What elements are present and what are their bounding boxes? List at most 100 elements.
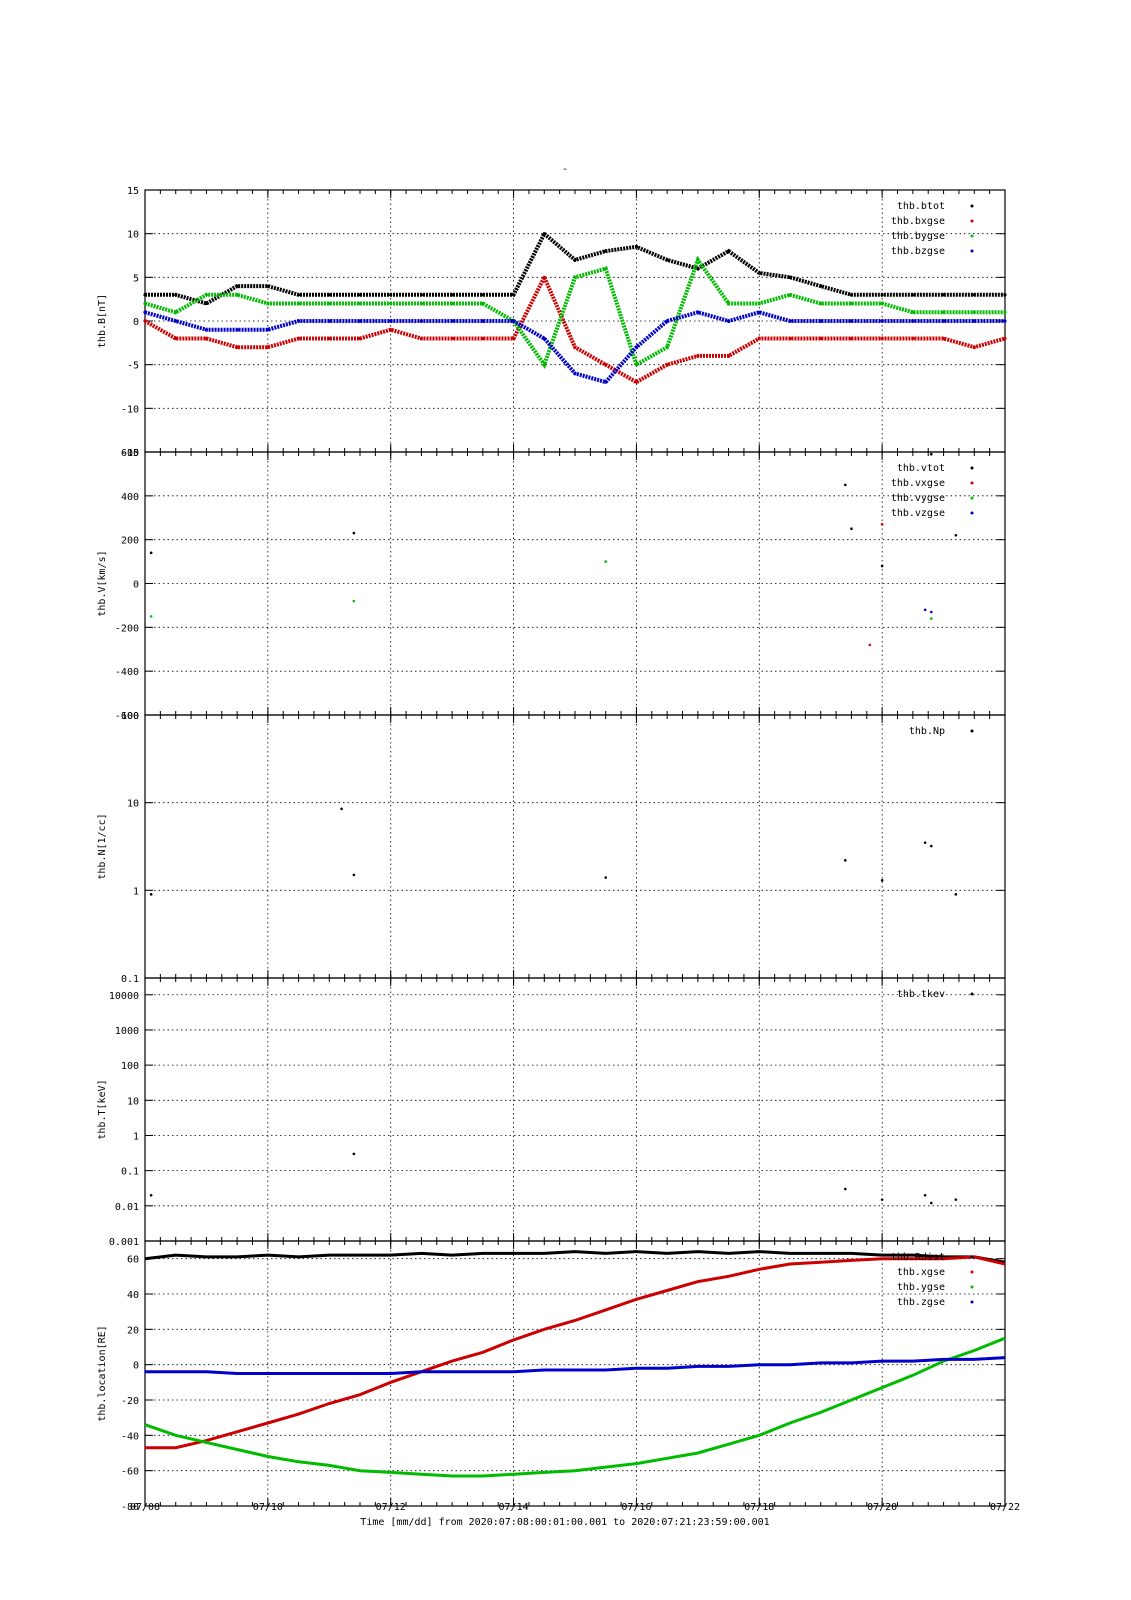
x-tick-label: 07/22 bbox=[990, 1502, 1020, 1513]
data-point-thb.btot bbox=[726, 249, 731, 253]
data-point-thb.btot bbox=[389, 293, 393, 297]
data-point-thb.bxgse bbox=[880, 336, 884, 341]
y-tick-label: 0 bbox=[133, 1361, 139, 1372]
data-point-thb.btot bbox=[1003, 293, 1007, 297]
data-point-thb.bzgse bbox=[911, 319, 915, 323]
data-point-thb.bygse bbox=[573, 275, 577, 279]
data-point-thb.bzgse bbox=[296, 319, 301, 323]
data-point-thb.bzgse bbox=[481, 319, 485, 323]
data-point-thb.bygse bbox=[972, 310, 976, 314]
legend-label: thb.bygse bbox=[891, 231, 945, 242]
data-point-thb.bxgse bbox=[327, 336, 331, 341]
data-point-thb.bygse bbox=[604, 267, 608, 271]
data-point-thb.btot bbox=[941, 293, 946, 297]
data-point-thb.bxgse bbox=[819, 336, 823, 341]
y-tick-label: 600 bbox=[121, 448, 139, 459]
data-point-thb.btot bbox=[235, 284, 239, 288]
data-point-thb.bygse bbox=[911, 310, 915, 314]
data-point-thb.btot bbox=[849, 293, 854, 297]
data-point-thb.btot bbox=[757, 271, 761, 275]
legend-label: thb.zgse bbox=[897, 1297, 945, 1308]
y-tick-label: 1000 bbox=[115, 1026, 139, 1037]
data-point-thb.bzgse bbox=[819, 319, 823, 323]
y-axis-label: thb.T[keV] bbox=[97, 1079, 108, 1139]
data-point-thb.bzgse bbox=[542, 336, 546, 341]
data-point-thb.Np bbox=[843, 859, 847, 862]
data-point-thb.bxgse bbox=[235, 345, 239, 349]
legend-marker bbox=[970, 234, 974, 238]
data-point-thb.bzgse bbox=[358, 319, 362, 323]
y-tick-label: 0 bbox=[133, 580, 139, 591]
data-point-thb.btot bbox=[327, 293, 331, 297]
legend-marker bbox=[970, 729, 974, 733]
y-tick-label: 10 bbox=[127, 230, 139, 241]
data-point-thb.bxgse bbox=[726, 354, 731, 358]
data-point-thb.bzgse bbox=[1003, 319, 1007, 323]
data-point-thb.Np bbox=[149, 893, 153, 896]
legend-label: thb.btot bbox=[897, 201, 945, 212]
data-point-thb.vzgse bbox=[929, 610, 933, 614]
data-point-thb.bxgse bbox=[757, 336, 761, 341]
data-point-thb.bygse bbox=[634, 363, 639, 367]
series-line-thb.ygse bbox=[144, 1336, 1006, 1478]
data-point-thb.Np bbox=[954, 893, 958, 896]
legend-marker bbox=[970, 204, 974, 208]
data-point-thb.btot bbox=[911, 293, 915, 297]
data-point-thb.bygse bbox=[819, 301, 823, 306]
data-point-thb.bygse bbox=[235, 293, 239, 297]
x-tick-label: 07/20 bbox=[867, 1502, 897, 1513]
data-point-thb.Np bbox=[340, 807, 343, 811]
y-tick-label: 40 bbox=[127, 1290, 139, 1301]
legend-label: thb.xgse bbox=[897, 1267, 945, 1278]
y-tick-label: -200 bbox=[115, 623, 139, 634]
y-tick-label: -80 bbox=[121, 1502, 139, 1513]
panel-3: 100 10 1 0.1 thb.N[1/cc] thb.Np bbox=[97, 711, 1006, 985]
data-point-thb.bzgse bbox=[757, 310, 761, 314]
legend-marker bbox=[970, 1255, 974, 1259]
data-point-thb.bxgse bbox=[389, 328, 393, 332]
panel-1: 15 10 5 0 -5 -10 -15 thb.B[nT] thb.btot thb.bxgse… bbox=[97, 186, 1007, 459]
data-point-thb.bxgse bbox=[604, 363, 608, 367]
panel-4: 10000 1000 100 10 1 0.1 0.01 0.001 thb.T[keV] thb… bbox=[97, 977, 1006, 1248]
x-tick-label: 07/16 bbox=[621, 1502, 651, 1513]
y-tick-label: -20 bbox=[121, 1396, 139, 1407]
data-point-thb.bzgse bbox=[511, 319, 516, 323]
data-point-thb.btot bbox=[266, 284, 270, 288]
data-point-thb.bzgse bbox=[419, 319, 424, 323]
panel-frame bbox=[144, 451, 1006, 716]
data-point-thb.bygse bbox=[757, 301, 761, 306]
data-point-thb.bzgse bbox=[174, 319, 178, 323]
data-point-thb.btot bbox=[665, 258, 669, 262]
data-point-thb.bzgse bbox=[634, 345, 639, 349]
legend-marker bbox=[970, 496, 974, 500]
data-point-thb.bzgse bbox=[389, 319, 393, 323]
data-point-thb.bzgse bbox=[696, 310, 700, 314]
data-point-thb.bzgse bbox=[880, 319, 884, 323]
data-point-thb.bxgse bbox=[450, 336, 454, 341]
data-point-thb.Np bbox=[352, 873, 356, 877]
data-point-thb.bzgse bbox=[266, 328, 270, 332]
data-point-thb.bxgse bbox=[266, 345, 270, 349]
data-point-thb.bygse bbox=[542, 363, 546, 367]
data-point-thb.bzgse bbox=[665, 319, 669, 323]
legend-label: thb.ygse bbox=[897, 1282, 945, 1293]
data-point-thb.bxgse bbox=[911, 336, 915, 341]
legend-marker bbox=[970, 1270, 974, 1274]
data-point-thb.vtot bbox=[850, 527, 853, 531]
data-point-thb.bygse bbox=[665, 345, 669, 349]
data-point-thb.bxgse bbox=[481, 336, 485, 341]
legend-label: thb.vzgse bbox=[891, 508, 945, 519]
y-tick-label: 1 bbox=[133, 886, 139, 897]
data-point-thb.bygse bbox=[880, 301, 884, 306]
data-point-thb.Np bbox=[929, 844, 933, 848]
y-axis-label: thb.location[RE] bbox=[97, 1325, 108, 1421]
data-point-thb.bxgse bbox=[143, 319, 147, 323]
y-axis-label: thb.V[km/s] bbox=[97, 550, 108, 616]
data-point-thb.bxgse bbox=[358, 336, 362, 341]
x-tick-label: 07/18 bbox=[744, 1502, 774, 1513]
data-point-thb.bxgse bbox=[972, 345, 976, 349]
y-tick-label: -40 bbox=[121, 1431, 139, 1442]
data-point-thb.btot bbox=[511, 293, 516, 297]
panel-frame bbox=[144, 714, 1006, 979]
